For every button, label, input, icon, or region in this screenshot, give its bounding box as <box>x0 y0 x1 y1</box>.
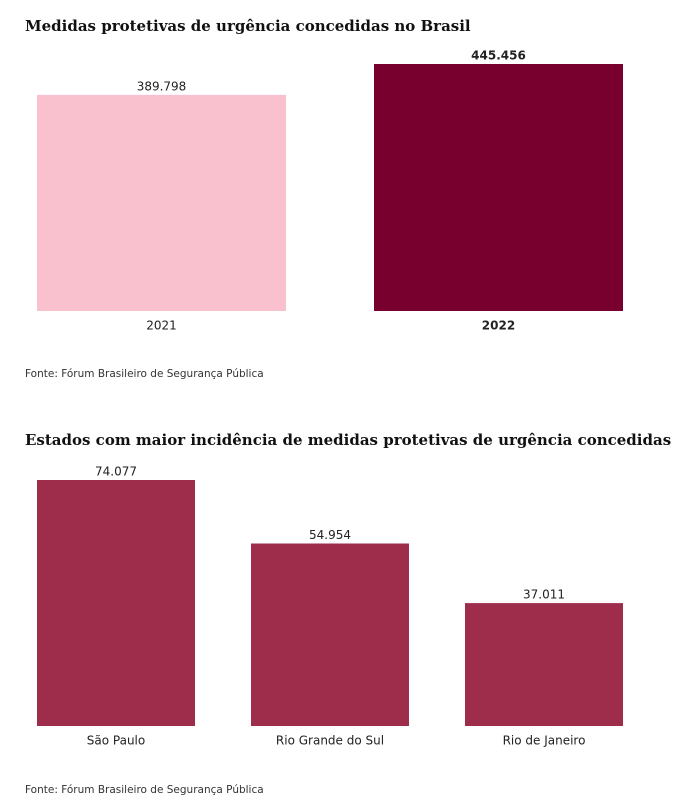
x-tick-label: 2022 <box>482 319 515 333</box>
value-label: 74.077 <box>95 465 137 479</box>
value-label: 445.456 <box>471 49 526 63</box>
bar <box>251 543 409 726</box>
bar <box>374 64 623 311</box>
x-tick-label: Rio Grande do Sul <box>276 734 384 748</box>
source: Fonte: Fórum Brasileiro de Segurança Púb… <box>25 784 264 796</box>
bar <box>37 480 195 726</box>
bar <box>465 603 623 726</box>
value-label: 54.954 <box>309 528 351 542</box>
x-tick-label: 2021 <box>146 319 177 333</box>
x-tick-label: Rio de Janeiro <box>503 734 586 748</box>
bar <box>37 94 286 311</box>
value-label: 37.011 <box>523 588 565 602</box>
chart-title: Estados com maior incidência de medidas … <box>25 431 671 449</box>
value-label: 389.798 <box>137 79 187 93</box>
source: Fonte: Fórum Brasileiro de Segurança Púb… <box>25 368 264 380</box>
chart-title: Medidas protetivas de urgência concedida… <box>25 17 471 35</box>
x-tick-label: São Paulo <box>87 734 145 748</box>
